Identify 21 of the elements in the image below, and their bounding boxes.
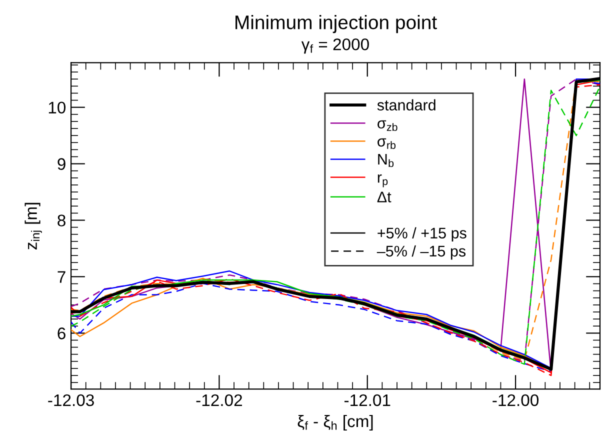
x-tick-label: -12.03 [48, 394, 94, 406]
x-tick-label: -12.02 [196, 394, 242, 406]
legend-label: Δt [377, 192, 392, 202]
y-tick-label: 9 [58, 158, 66, 170]
legend-label: standard [377, 99, 436, 111]
chart-subtitle: γ$_{f}$ = 2000 [301, 38, 369, 54]
x-tick-label: -12.01 [344, 394, 390, 406]
chart-title: Minimum injection point [236, 14, 437, 34]
annotation: +5% / +15 ps [378, 227, 466, 242]
annotation: –5% / –15 ps [376, 245, 466, 260]
legend-label: σ$_{zb}$ [378, 120, 398, 131]
y-tick-label: 6 [58, 328, 66, 340]
legend-label: N$_{b}$ [378, 154, 394, 168]
legend-label: r$_{p}$ [378, 174, 388, 188]
x-axis-title: ξ$_{f}$ - ξ$_{h}$ [cm] [298, 414, 373, 431]
y-tick-label: 10 [48, 102, 66, 114]
y-axis-title: z$_{inj}$ [m] [24, 202, 42, 250]
legend-label: σ$_{rb}$ [378, 138, 396, 149]
y-tick-label: 7 [58, 271, 66, 283]
x-tick-label: -12.00 [492, 394, 539, 406]
y-tick-label: 8 [58, 214, 66, 226]
